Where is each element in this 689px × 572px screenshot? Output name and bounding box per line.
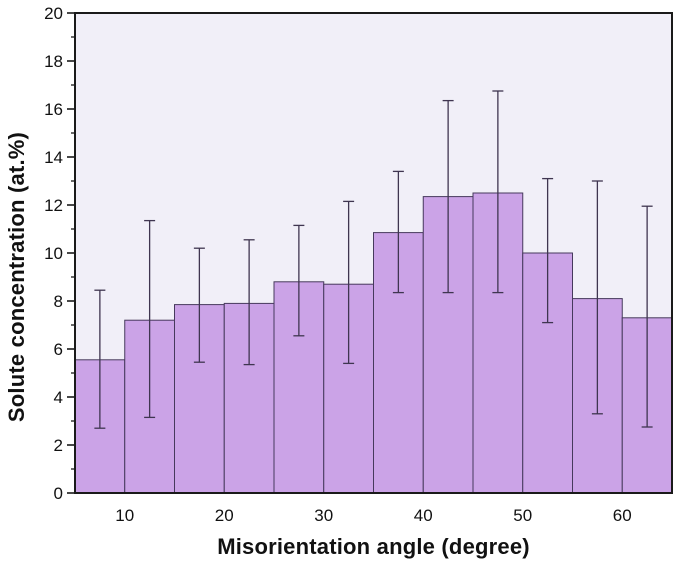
x-tick-label: 40 xyxy=(414,506,433,525)
error-bar-55-60 xyxy=(591,180,603,415)
error-bar-50-55 xyxy=(542,177,554,324)
y-tick-label: 10 xyxy=(44,244,63,263)
x-tick-label: 20 xyxy=(215,506,234,525)
error-bar-45-50 xyxy=(492,90,504,294)
y-tick-label: 8 xyxy=(54,292,63,311)
error-bar-20-25 xyxy=(243,239,255,366)
x-tick-label: 60 xyxy=(613,506,632,525)
error-bar-5-10 xyxy=(94,289,106,429)
x-axis-title: Misorientation angle (degree) xyxy=(217,534,530,559)
y-tick-label: 18 xyxy=(44,52,63,71)
x-tick-label: 30 xyxy=(314,506,333,525)
error-bar-40-45 xyxy=(442,99,454,294)
error-bar-10-15 xyxy=(144,219,156,419)
y-tick-label: 0 xyxy=(54,484,63,503)
y-tick-label: 16 xyxy=(44,100,63,119)
error-bar-30-35 xyxy=(343,200,355,365)
error-bar-35-40 xyxy=(392,170,404,294)
x-tick-label: 10 xyxy=(115,506,134,525)
y-tick-label: 6 xyxy=(54,340,63,359)
error-bar-25-30 xyxy=(293,224,305,337)
y-tick-label: 14 xyxy=(44,148,63,167)
y-tick-label: 2 xyxy=(54,436,63,455)
error-bar-15-20 xyxy=(193,247,205,363)
y-tick-label: 12 xyxy=(44,196,63,215)
error-bar-60-65 xyxy=(641,205,653,428)
y-axis-title: Solute concentration (at.%) xyxy=(4,131,29,423)
x-tick-label: 50 xyxy=(513,506,532,525)
y-tick-label: 4 xyxy=(54,388,63,407)
y-tick-label: 20 xyxy=(44,4,63,23)
